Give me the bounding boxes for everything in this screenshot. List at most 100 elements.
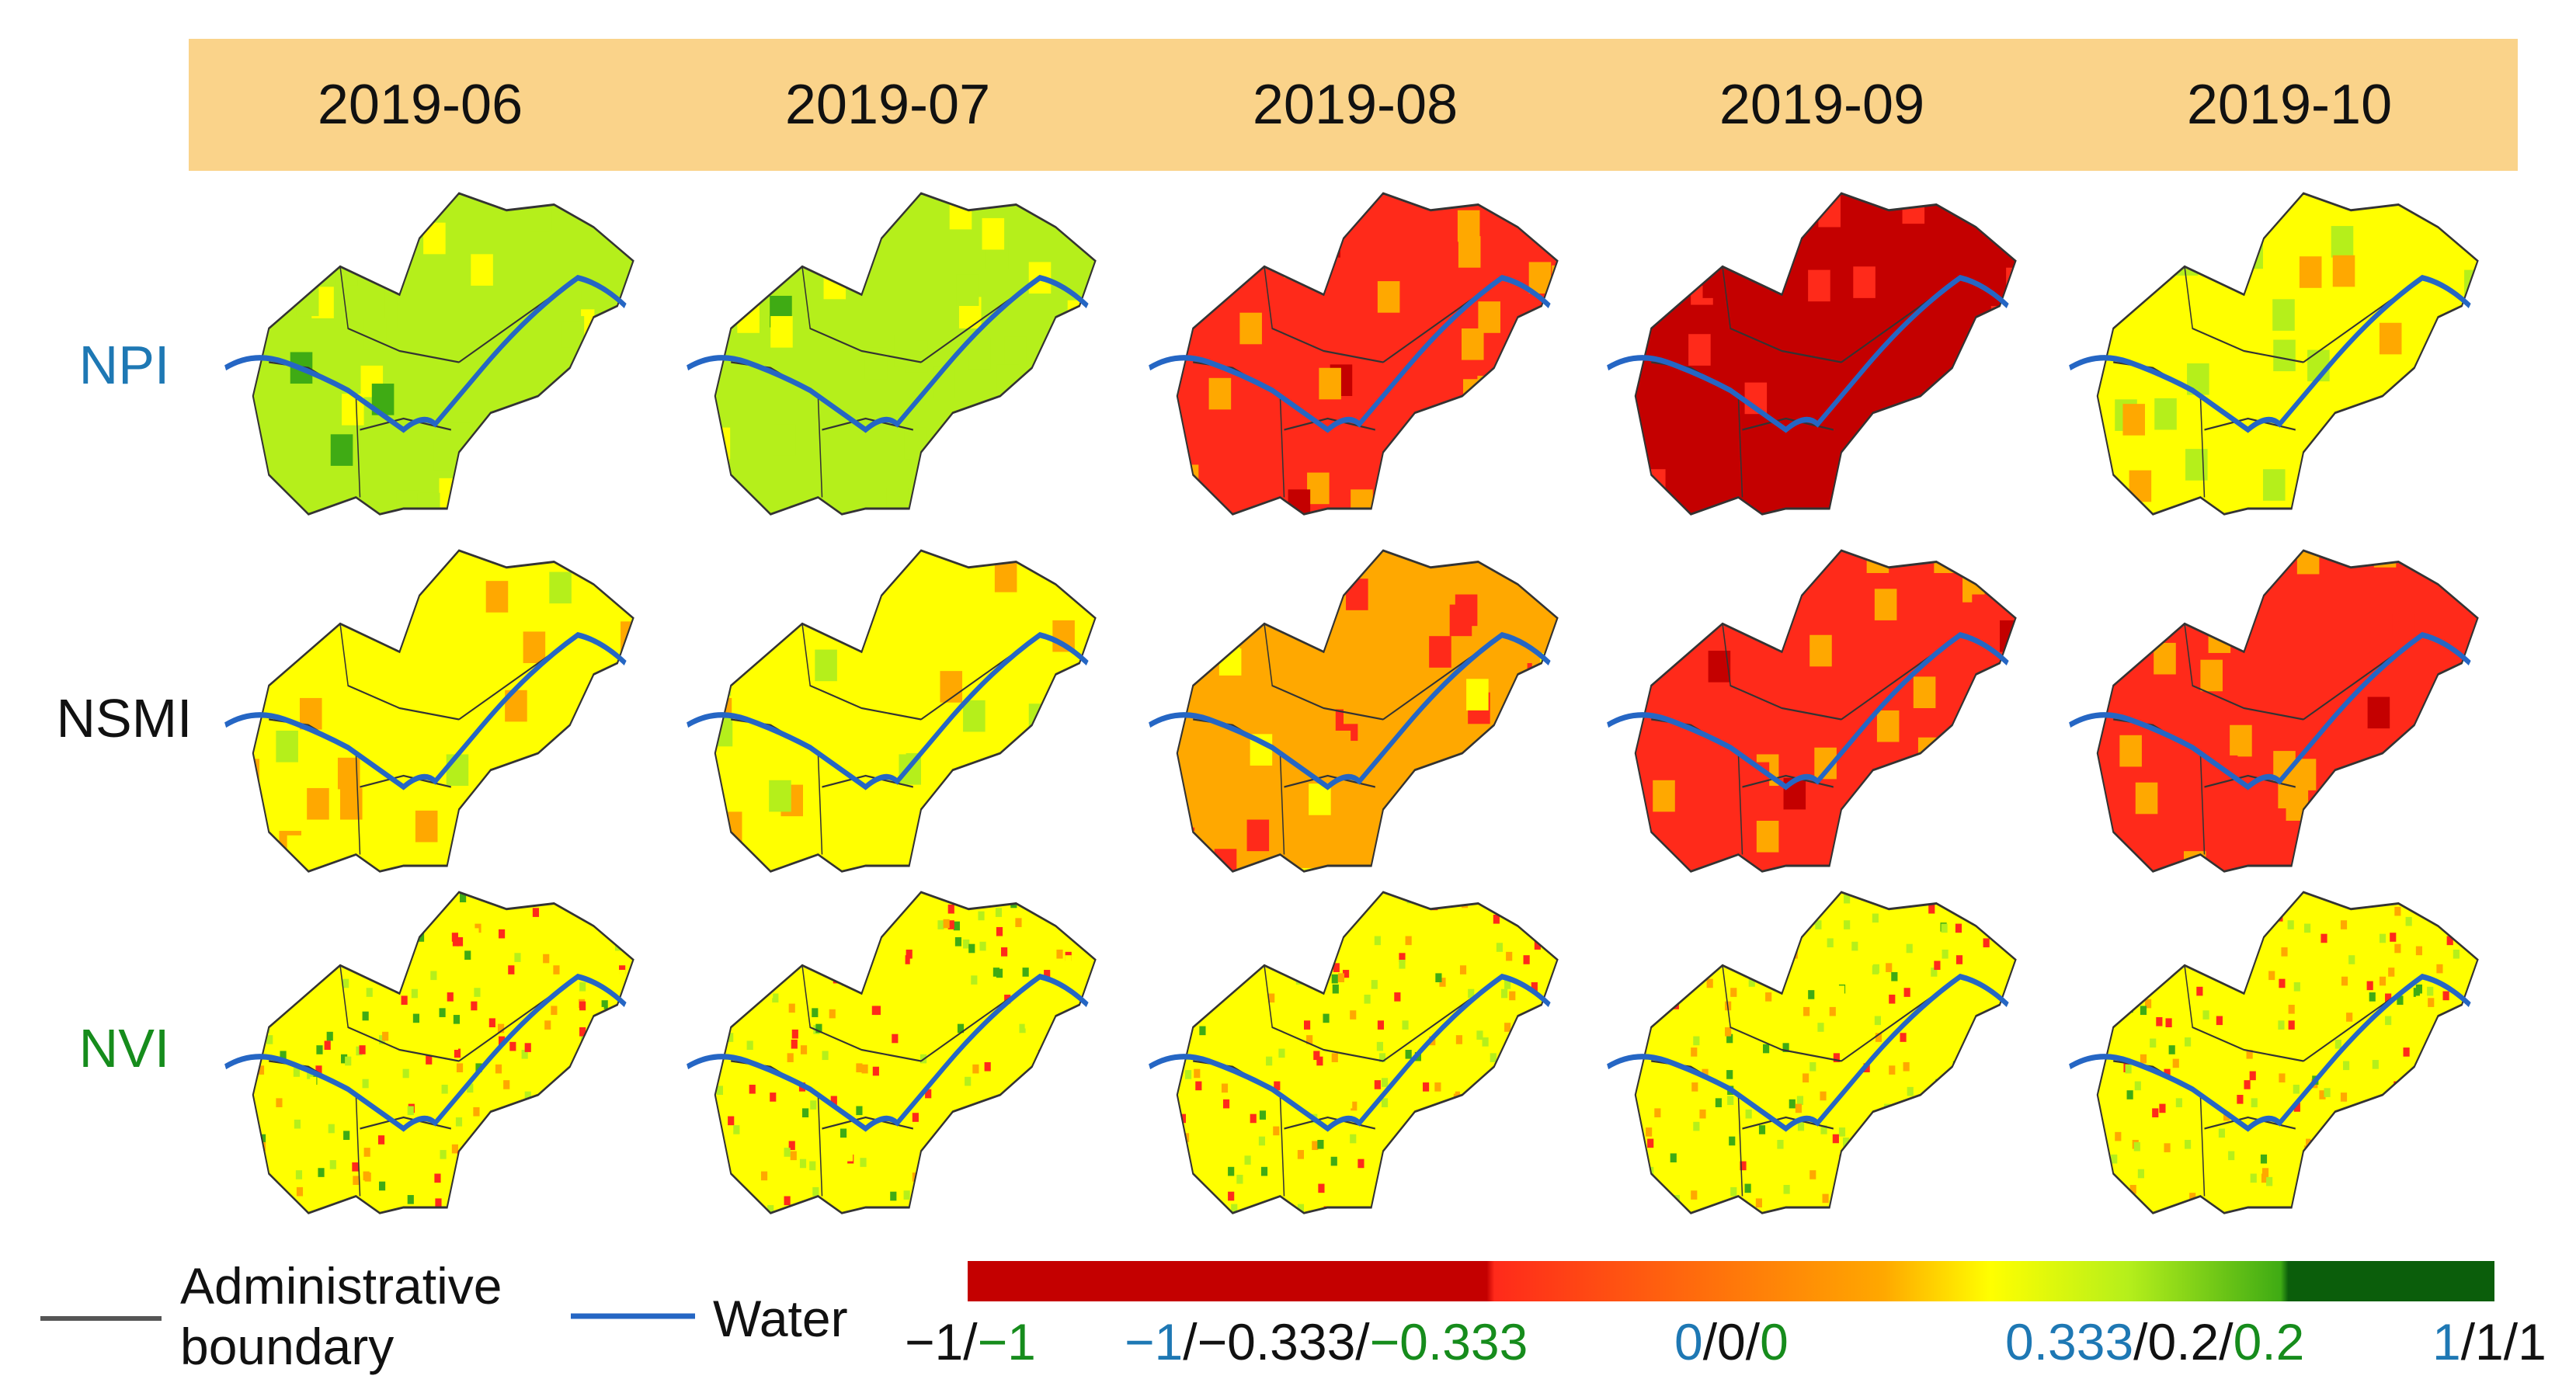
map-pixel bbox=[2394, 943, 2401, 954]
map-pixel bbox=[2128, 1211, 2135, 1214]
map-pixel bbox=[1907, 1086, 1914, 1096]
map-pixel bbox=[473, 1106, 480, 1117]
map-pixel bbox=[1261, 1219, 1267, 1228]
map-pixel bbox=[1053, 908, 1060, 917]
map-pixel bbox=[750, 911, 757, 921]
map-pixel bbox=[2221, 664, 2244, 697]
map-pixel bbox=[2228, 1223, 2234, 1232]
map-pixel bbox=[770, 1093, 777, 1102]
map-pixel bbox=[1938, 1173, 1945, 1183]
map-pixel bbox=[988, 1183, 995, 1193]
map-pixel bbox=[1023, 1118, 1030, 1128]
map-pixel bbox=[1043, 903, 1050, 913]
map-pixel bbox=[1496, 943, 1504, 952]
map-pixel bbox=[1154, 1170, 1160, 1179]
map-pixel bbox=[1495, 470, 1518, 502]
map-pixel bbox=[2115, 626, 2138, 658]
map-pixel bbox=[2399, 1120, 2406, 1130]
map-pixel bbox=[1319, 367, 1341, 400]
map-pixel bbox=[596, 609, 620, 641]
map-pixel bbox=[1740, 957, 1747, 967]
admin-boundary bbox=[714, 192, 1097, 516]
map-pixel bbox=[1785, 709, 1809, 742]
map-pixel bbox=[430, 971, 437, 981]
map-pixel bbox=[635, 1082, 641, 1092]
map-pixel bbox=[1691, 1082, 1698, 1092]
map-pixel bbox=[250, 879, 256, 888]
map-pixel bbox=[2126, 950, 2133, 960]
map-pixel bbox=[1177, 193, 1184, 210]
map-pixel bbox=[2110, 1141, 2117, 1151]
map-pixel bbox=[733, 1125, 740, 1134]
map-pixel bbox=[1281, 1171, 1288, 1181]
map-pixel bbox=[773, 967, 780, 977]
map-pixel bbox=[1063, 1036, 1070, 1046]
map-pixel bbox=[1346, 1099, 1353, 1109]
map-pixel bbox=[304, 973, 311, 982]
map-pixel bbox=[1381, 1098, 1389, 1107]
map-pixel bbox=[1833, 1053, 1840, 1062]
map-pixel bbox=[2394, 906, 2401, 916]
map-pixel bbox=[1023, 1075, 1030, 1085]
map-pixel bbox=[322, 964, 329, 974]
map-pixel bbox=[453, 1015, 461, 1024]
map-pixel bbox=[1244, 1155, 1251, 1165]
map-pixel bbox=[1313, 1051, 1320, 1061]
map-pixel bbox=[454, 1223, 460, 1232]
month-label: 2019-07 bbox=[784, 74, 991, 136]
map-pixel bbox=[992, 1199, 999, 1209]
map-pixel bbox=[1866, 551, 1889, 573]
map-pixel bbox=[1177, 827, 1195, 860]
map-pixel bbox=[1809, 1170, 1816, 1179]
map-pixel bbox=[2311, 1155, 2318, 1165]
region-map bbox=[224, 192, 634, 516]
map-pixel bbox=[1604, 1167, 1611, 1176]
map-pixel bbox=[714, 913, 718, 923]
map-pixel bbox=[856, 1063, 863, 1072]
map-pixel bbox=[812, 1008, 819, 1017]
map-pixel bbox=[1789, 901, 1796, 911]
map-pixel bbox=[522, 1180, 529, 1190]
map-pixel bbox=[221, 561, 244, 592]
map-pixel bbox=[725, 945, 732, 954]
map-pixel bbox=[621, 621, 634, 653]
map-pixel bbox=[2178, 908, 2185, 919]
map-pixel bbox=[1705, 1053, 1712, 1062]
map-pixel bbox=[464, 950, 471, 960]
map-pixel bbox=[1535, 895, 1543, 905]
map-pixel bbox=[2472, 1209, 2478, 1214]
map-pixel bbox=[269, 968, 276, 978]
map-pixel bbox=[1340, 988, 1348, 997]
map-pixel bbox=[1731, 571, 1754, 603]
map-pixel bbox=[2331, 226, 2354, 258]
map-pixel bbox=[2381, 1111, 2389, 1121]
map-pixel bbox=[619, 414, 634, 446]
map-pixel bbox=[459, 1220, 465, 1229]
map-pixel bbox=[1732, 879, 1738, 888]
map-pixel bbox=[2097, 552, 2101, 585]
map-pixel bbox=[982, 217, 1005, 250]
map-pixel bbox=[244, 988, 250, 997]
map-pixel bbox=[1019, 1023, 1026, 1033]
map-pixel bbox=[895, 880, 901, 889]
map-pixel bbox=[2426, 1074, 2433, 1084]
map-pixel bbox=[1523, 955, 1530, 964]
map-pixel bbox=[2073, 944, 2079, 954]
map-pixel bbox=[1221, 1083, 1229, 1093]
map-pixel bbox=[2476, 1046, 2478, 1056]
map-pixel bbox=[2405, 916, 2412, 926]
map-pixel bbox=[2197, 935, 2204, 944]
map-pixel bbox=[1755, 1198, 1762, 1207]
map-pixel bbox=[2391, 879, 2397, 888]
map-pixel bbox=[1866, 193, 1889, 206]
map-pixel bbox=[1307, 472, 1330, 505]
map-pixel bbox=[2421, 1170, 2428, 1179]
map-pixel bbox=[322, 591, 345, 623]
map-pixel bbox=[753, 922, 760, 932]
map-pixel bbox=[956, 274, 979, 306]
map-pixel bbox=[546, 1219, 552, 1228]
map-pixel bbox=[603, 1076, 610, 1086]
map-pixel bbox=[1691, 1047, 1698, 1057]
map-pixel bbox=[1318, 1183, 1325, 1193]
map-pixel bbox=[724, 983, 731, 993]
